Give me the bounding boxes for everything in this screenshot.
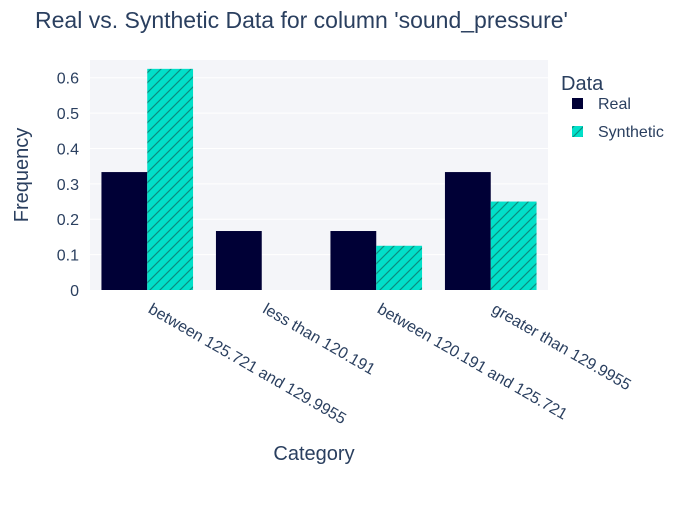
bar-real-2[interactable] <box>330 231 377 290</box>
y-tick-label: 0.5 <box>57 106 79 123</box>
bar-synthetic-0[interactable] <box>147 68 194 290</box>
y-tick-label: 0.3 <box>57 177 79 194</box>
legend-item-real[interactable]: Real <box>572 96 631 113</box>
x-tick-label: between 125.721 and 129.9955 <box>145 301 349 428</box>
x-tick-label: between 120.191 and 125.721 <box>374 301 570 424</box>
bar-synthetic-3[interactable] <box>490 201 537 290</box>
y-tick-label: 0.2 <box>57 212 79 229</box>
legend: Data Real Synthetic <box>561 73 664 141</box>
legend-label-real: Real <box>598 96 631 113</box>
x-tick-label: less than 120.191 <box>260 301 378 379</box>
y-axis-ticks: 0 0.1 0.2 0.3 0.4 0.5 0.6 <box>57 71 79 300</box>
bar-real-1[interactable] <box>215 231 262 290</box>
legend-title: Data <box>561 73 604 95</box>
bar-real-3[interactable] <box>444 172 491 290</box>
x-axis-label: Category <box>273 443 354 465</box>
y-tick-label: 0.4 <box>57 141 79 158</box>
y-tick-label: 0.6 <box>57 71 79 88</box>
bar-real-0[interactable] <box>101 172 148 290</box>
legend-swatch-synthetic <box>572 126 583 137</box>
bar-synthetic-2[interactable] <box>376 245 423 290</box>
legend-label-synthetic: Synthetic <box>598 124 664 141</box>
y-tick-label: 0.1 <box>57 248 79 265</box>
y-axis-label: Frequency <box>11 128 33 223</box>
legend-swatch-real <box>572 98 583 109</box>
bars <box>101 68 537 290</box>
chart-title: Real vs. Synthetic Data for column 'soun… <box>35 7 568 33</box>
y-tick-label: 0 <box>70 283 79 300</box>
legend-item-synthetic[interactable]: Synthetic <box>572 124 664 141</box>
